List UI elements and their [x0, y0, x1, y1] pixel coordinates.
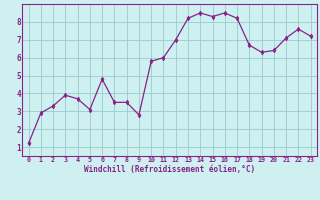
- X-axis label: Windchill (Refroidissement éolien,°C): Windchill (Refroidissement éolien,°C): [84, 165, 255, 174]
